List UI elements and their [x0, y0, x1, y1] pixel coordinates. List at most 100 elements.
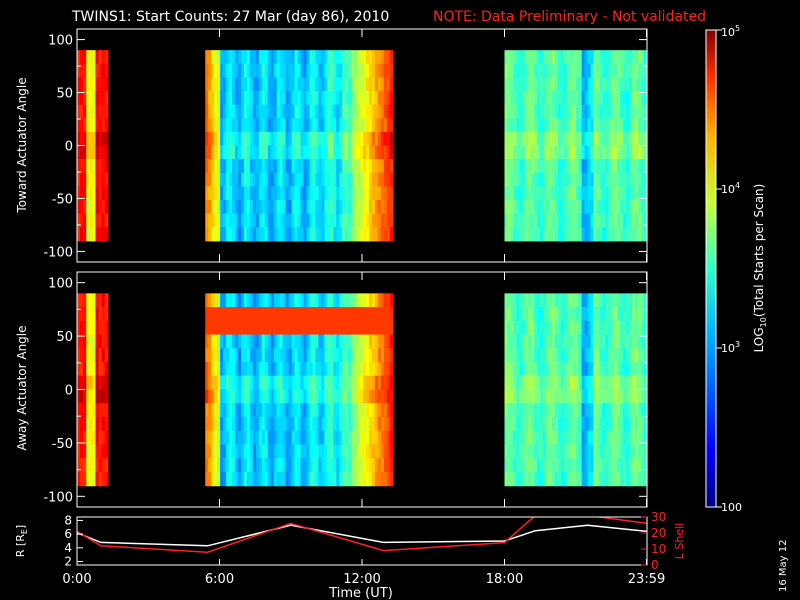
- heatmap-cell: [226, 159, 230, 174]
- heatmap-cell: [369, 471, 373, 487]
- heatmap-cell: [510, 403, 515, 418]
- top-y-axis-label: Toward Actuator Angle: [15, 77, 29, 213]
- heatmap-cell: [223, 471, 227, 487]
- heatmap-cell: [208, 104, 212, 119]
- heatmap-cell: [92, 471, 97, 487]
- heatmap-cell: [232, 172, 236, 187]
- heatmap-cell: [504, 213, 509, 228]
- heatmap-cell: [590, 159, 595, 174]
- heatmap-cell: [294, 159, 299, 174]
- heatmap-cell: [593, 159, 598, 174]
- heatmap-cell: [205, 227, 209, 242]
- heatmap-cell: [581, 471, 586, 487]
- heatmap-cell: [92, 199, 97, 215]
- heatmap-cell: [389, 50, 394, 65]
- heatmap-cell: [77, 471, 81, 487]
- heatmap-cell: [632, 320, 636, 336]
- heatmap-cell: [377, 334, 382, 349]
- heatmap-cell: [383, 362, 388, 377]
- heatmap-cell: [593, 77, 598, 92]
- heatmap-cell: [83, 63, 87, 79]
- heatmap-cell: [327, 186, 331, 201]
- heatmap-cell: [315, 375, 320, 391]
- heatmap-cell: [336, 77, 340, 92]
- heatmap-cell: [507, 416, 512, 432]
- heatmap-cell: [644, 118, 648, 133]
- heatmap-cell: [324, 293, 328, 308]
- heatmap-cell: [560, 186, 565, 201]
- heatmap-cell: [386, 199, 391, 215]
- heatmap-cell: [261, 91, 266, 106]
- heatmap-cell: [214, 430, 218, 446]
- heatmap-cell: [372, 293, 376, 308]
- heatmap-cell: [605, 362, 610, 377]
- heatmap-cell: [623, 416, 627, 432]
- heatmap-cell: [357, 50, 361, 65]
- heatmap-cell: [632, 172, 636, 187]
- bottom-right-y-axis-label: L Shell: [673, 523, 686, 559]
- heatmap-cell: [214, 458, 218, 473]
- heatmap-cell: [566, 91, 571, 106]
- heatmap-cell: [357, 458, 361, 473]
- heatmap-cell: [540, 362, 544, 377]
- heatmap-cell: [575, 91, 580, 106]
- heatmap-cell: [270, 362, 275, 377]
- heatmap-cell: [243, 104, 248, 119]
- heatmap-cell: [599, 145, 604, 160]
- heatmap-cell: [312, 91, 317, 106]
- heatmap-cell: [217, 389, 221, 404]
- heatmap-cell: [324, 389, 328, 404]
- heatmap-cell: [333, 186, 337, 201]
- heatmap-cell: [214, 63, 218, 79]
- heatmap-cell: [282, 389, 287, 404]
- heatmap-cell: [306, 199, 311, 215]
- heatmap-cell: [276, 362, 281, 377]
- heatmap-cell: [98, 444, 103, 459]
- heatmap-cell: [223, 375, 227, 391]
- heatmap-cell: [566, 444, 571, 459]
- y-tick-label: 100: [48, 34, 73, 49]
- heatmap-cell: [614, 63, 618, 79]
- heatmap-cell: [351, 91, 355, 106]
- heatmap-cell: [377, 104, 382, 119]
- heatmap-cell: [229, 186, 233, 201]
- heatmap-cell: [232, 63, 236, 79]
- heatmap-cell: [632, 334, 636, 349]
- heatmap-cell: [605, 293, 610, 308]
- heatmap-cell: [504, 145, 509, 160]
- heatmap-cell: [270, 458, 275, 473]
- heatmap-cell: [623, 63, 627, 79]
- heatmap-cell: [89, 334, 94, 349]
- heatmap-cell: [327, 213, 331, 228]
- heatmap-cell: [351, 227, 355, 242]
- heatmap-cell: [611, 172, 615, 187]
- colorbar-tick-label: 105: [721, 24, 740, 39]
- heatmap-cell: [327, 403, 331, 418]
- heatmap-cell: [581, 403, 586, 418]
- heatmap-cell: [276, 213, 281, 228]
- heatmap-cell: [513, 362, 517, 377]
- heatmap-cell: [581, 213, 586, 228]
- heatmap-cell: [575, 172, 580, 187]
- heatmap-cell: [623, 471, 627, 487]
- heatmap-cell: [318, 444, 322, 459]
- heatmap-cell: [220, 293, 224, 308]
- heatmap-cell: [205, 63, 209, 79]
- heatmap-cell: [309, 91, 314, 106]
- heatmap-cell: [342, 375, 346, 391]
- heatmap-cell: [357, 362, 361, 377]
- heatmap-cell: [644, 403, 648, 418]
- heatmap-cell: [552, 389, 556, 404]
- heatmap-cell: [226, 320, 230, 336]
- heatmap-cell: [632, 403, 636, 418]
- heatmap-cell: [549, 91, 553, 106]
- heatmap-cell: [563, 186, 568, 201]
- heatmap-cell: [83, 118, 87, 133]
- heatmap-cell: [258, 131, 263, 147]
- heatmap-cell: [98, 213, 103, 228]
- heatmap-cell: [354, 362, 358, 377]
- heatmap-cell: [205, 389, 209, 404]
- heatmap-cell: [80, 131, 84, 147]
- heatmap-cell: [380, 118, 385, 133]
- heatmap-cell: [214, 50, 218, 65]
